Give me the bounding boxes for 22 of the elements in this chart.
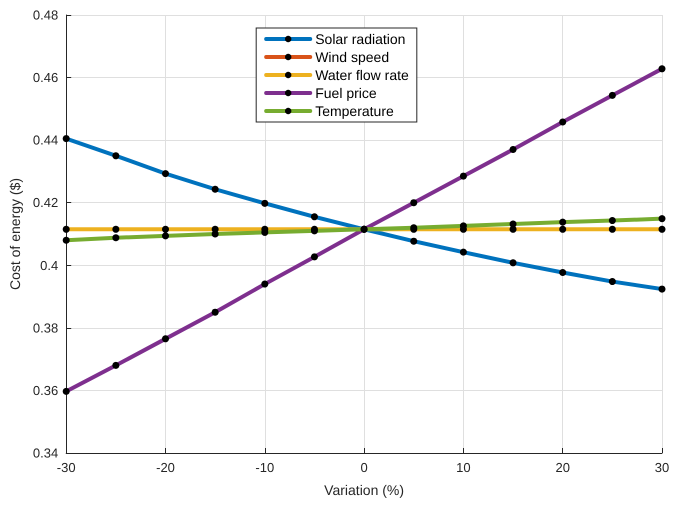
- legend-label: Solar radiation: [315, 31, 406, 47]
- x-tick-label: -20: [156, 460, 175, 475]
- x-tick-label: -10: [255, 460, 274, 475]
- legend-label: Water flow rate: [315, 67, 410, 83]
- x-axis-title: Variation (%): [324, 482, 404, 498]
- x-tick-label: 10: [456, 460, 471, 475]
- x-tick-label: 20: [555, 460, 570, 475]
- y-tick-label: 0.46: [32, 70, 58, 86]
- legend-label: Wind speed: [315, 49, 390, 65]
- legend-label: Fuel price: [315, 85, 377, 101]
- y-tick-label: 0.44: [32, 132, 58, 148]
- x-tick-label: 30: [654, 460, 670, 475]
- y-tick-label: 0.42: [32, 195, 58, 210]
- y-tick-label: 0.38: [32, 320, 58, 336]
- y-axis-title: Cost of energy ($): [7, 178, 23, 290]
- y-tick-label: 0.4: [40, 258, 58, 273]
- x-tick-label: 0: [360, 460, 368, 475]
- y-tick-label: 0.34: [32, 446, 58, 460]
- y-tick-label: 0.48: [32, 8, 58, 22]
- legend-label: Temperature: [315, 103, 394, 119]
- y-tick-label: 0.36: [32, 382, 58, 398]
- x-tick-label: -30: [56, 460, 76, 475]
